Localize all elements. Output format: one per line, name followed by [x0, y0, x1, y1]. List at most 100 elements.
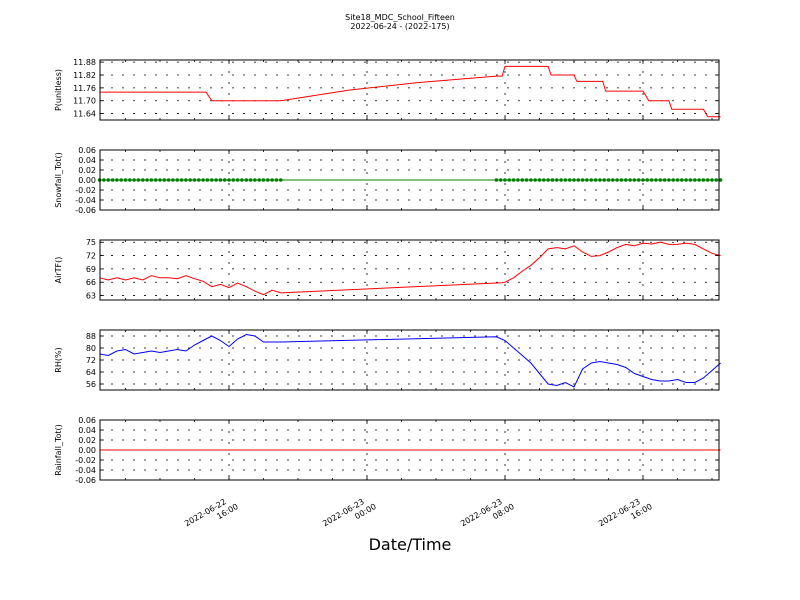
series-point [662, 178, 667, 182]
series-point [257, 178, 262, 182]
series-point [158, 178, 162, 182]
series-point [141, 178, 145, 182]
y-tick-label: 56 [86, 380, 96, 389]
panel-1: 11.88 11.82 11.76 11.70 11.64 P(unitless) [54, 58, 721, 121]
y-tick-label: 0.02 [78, 166, 96, 175]
series-point [649, 178, 654, 182]
series-point [572, 178, 576, 182]
y-tick-label: 88 [86, 332, 96, 341]
series-point [279, 178, 283, 182]
series-point [123, 178, 128, 182]
series-point [270, 178, 274, 182]
series-point [529, 178, 533, 182]
series-point [516, 178, 520, 182]
series-point [567, 178, 572, 182]
series-point [684, 178, 688, 182]
series-point [188, 178, 192, 182]
series-point [589, 178, 594, 182]
y-tick-label: 75 [86, 238, 96, 247]
series-point [697, 178, 701, 182]
series-point [106, 178, 111, 182]
series-point [718, 178, 723, 182]
y-tick-label: 0.00 [78, 176, 96, 185]
y-tick-label: -0.02 [75, 456, 96, 465]
series-point [598, 178, 602, 182]
y-axis-label: AirTF() [54, 257, 63, 284]
series-point [192, 178, 197, 182]
series-point [580, 178, 585, 182]
y-tick-label: 80 [86, 344, 96, 353]
series-point [576, 178, 581, 182]
series-point [611, 178, 615, 182]
series-point [218, 178, 223, 182]
y-axis-label: Snowfall_Tot() [54, 152, 63, 208]
series-point [494, 178, 499, 182]
series-point [671, 178, 675, 182]
axes-frame [99, 59, 720, 121]
series-point [115, 178, 119, 182]
y-tick-label: 0.04 [78, 156, 96, 165]
y-tick-label: 0.04 [78, 426, 96, 435]
series-point [153, 178, 158, 182]
series-point [102, 178, 106, 182]
y-tick-label: 0.06 [78, 146, 96, 155]
y-tick-label: 11.70 [73, 97, 96, 106]
series-point [244, 178, 249, 182]
series-point [520, 178, 525, 182]
panel-2: 0.060.040.020.00-0.02-0.04-0.06 Snowfall_… [54, 146, 723, 215]
series-point [205, 178, 210, 182]
series-point [179, 178, 184, 182]
series-point [606, 178, 611, 182]
chart-panels: 11.88 11.82 11.76 11.70 11.64 P(unitless) 0.06… [54, 58, 723, 485]
series-point [214, 178, 218, 182]
series-point [680, 178, 684, 182]
y-tick-label: 11.88 [73, 58, 96, 67]
series-point [688, 178, 693, 182]
y-tick-label: 72 [86, 356, 96, 365]
series-point [585, 178, 589, 182]
y-tick-label: -0.04 [75, 466, 96, 475]
series-point [171, 178, 175, 182]
y-tick-label: 63 [86, 292, 96, 301]
series-line [99, 241, 721, 296]
series-point [184, 178, 188, 182]
series-point [507, 178, 512, 182]
series-point [210, 178, 214, 182]
series-point [231, 178, 236, 182]
series-point [498, 178, 503, 182]
y-tick-label: 11.64 [73, 110, 96, 119]
series-point [624, 178, 628, 182]
axes-frame [99, 329, 720, 391]
series-point [197, 178, 201, 182]
axes-frame [99, 239, 720, 301]
series-point [542, 178, 546, 182]
series-point [132, 178, 136, 182]
y-axis-label: P(unitless) [54, 69, 63, 111]
y-axis-label: RH(%) [54, 347, 63, 372]
series-point [136, 178, 141, 182]
series-point [175, 178, 180, 182]
series-point [555, 178, 559, 182]
y-tick-label: -0.02 [75, 186, 96, 195]
y-tick-label: 11.76 [73, 84, 96, 93]
series-point [162, 178, 167, 182]
series-point [533, 178, 537, 182]
y-tick-label: 0.06 [78, 416, 96, 425]
panel-3: 75 72 69 66 63 AirTF() [54, 238, 721, 301]
series-point [266, 178, 270, 182]
y-tick-label: -0.06 [75, 206, 96, 215]
series-point [559, 178, 563, 182]
series-point [714, 178, 719, 182]
series-point [166, 178, 171, 182]
series-point [274, 178, 279, 182]
series-point [675, 178, 680, 182]
series-point [110, 178, 115, 182]
y-tick-label: 64 [86, 368, 96, 377]
y-tick-label: 66 [86, 278, 96, 287]
series-point [619, 178, 624, 182]
y-tick-label: 0.02 [78, 436, 96, 445]
